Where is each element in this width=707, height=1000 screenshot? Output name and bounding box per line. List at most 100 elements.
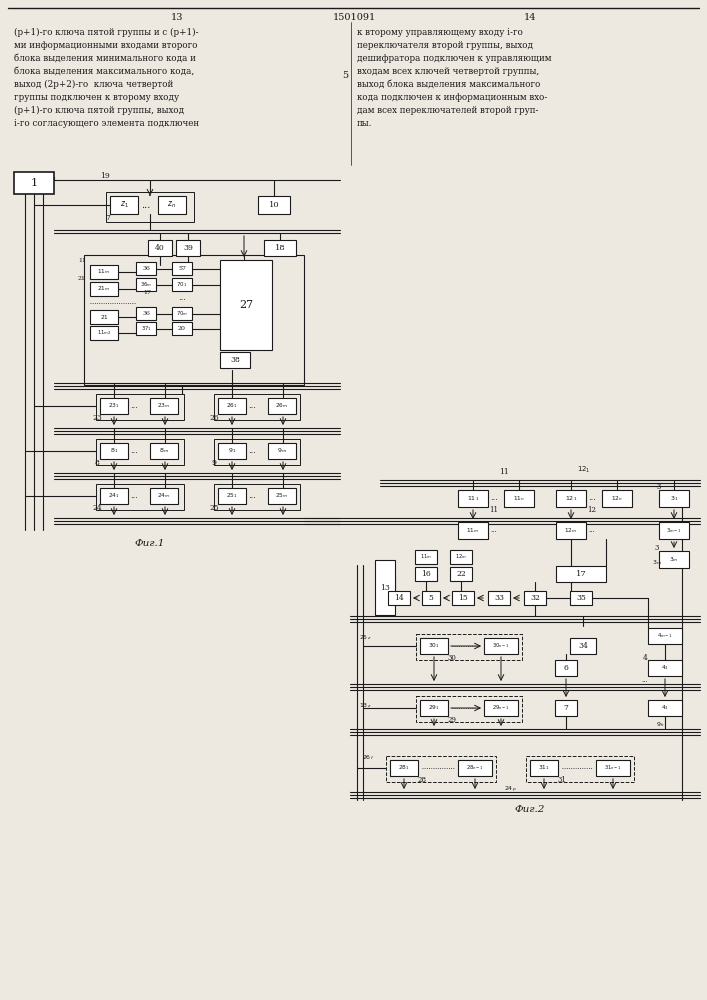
Text: $28_1$: $28_1$ [398,764,410,772]
Text: $26_f$: $26_f$ [362,754,374,762]
Text: ...: ... [490,494,498,502]
Text: $30_1$: $30_1$ [428,642,440,650]
Bar [90,282,118,296]
Bar [14,172,54,194]
Text: $13_z$: $13_z$ [359,702,371,710]
Bar [106,192,194,222]
Text: 11: 11 [489,506,498,514]
Bar [158,196,186,214]
Text: блока выделения минимального кода и: блока выделения минимального кода и [14,54,196,63]
Text: i-го согласующего элемента подключен: i-го согласующего элемента подключен [14,119,199,128]
Bar [268,398,296,414]
Bar [648,700,682,716]
Bar [90,310,118,324]
Bar [420,638,448,654]
Text: 22: 22 [456,570,466,578]
Text: $z_n$: $z_n$ [168,200,177,210]
Text: пы.: пы. [357,119,373,128]
Text: $25_1$: $25_1$ [226,492,238,500]
Text: $4_1$: $4_1$ [661,664,669,672]
Text: переключателя второй группы, выход: переключателя второй группы, выход [357,41,533,50]
Text: $70_1$: $70_1$ [177,280,187,289]
Text: 34: 34 [578,642,588,650]
Bar [264,240,296,256]
Text: $25_z$: $25_z$ [359,634,371,642]
Bar [268,488,296,504]
Bar [100,488,128,504]
Bar [172,262,192,275]
Text: $11_m$: $11_m$ [98,268,110,276]
Bar [420,700,448,716]
Bar [458,760,492,776]
Text: блока выделения максимального кода,: блока выделения максимального кода, [14,67,194,76]
Text: 7: 7 [563,704,568,712]
Text: кода подключен к информационным вхо-: кода подключен к информационным вхо- [357,93,547,102]
Bar [484,700,518,716]
Text: 7: 7 [105,214,110,222]
Text: 17: 17 [575,570,586,578]
Bar [84,255,304,385]
Bar [386,756,496,782]
Text: $3_{m-1}$: $3_{m-1}$ [666,526,682,535]
Text: 24: 24 [92,504,102,512]
Text: 4: 4 [643,654,648,662]
Text: $26_1$: $26_1$ [226,402,238,410]
Text: (р+1)-го ключа пятой группы, выход: (р+1)-го ключа пятой группы, выход [14,106,184,115]
Text: 31: 31 [558,776,566,784]
Text: 33: 33 [494,594,504,602]
Text: $31_{n-1}$: $31_{n-1}$ [604,764,622,772]
Text: $30_{n-1}$: $30_{n-1}$ [492,642,510,650]
Text: 5: 5 [428,594,433,602]
Bar [90,265,118,279]
Text: $12_1$: $12_1$ [565,494,577,503]
Text: $25_m$: $25_m$ [275,492,288,500]
Bar [110,196,138,214]
Text: 9: 9 [211,459,216,467]
Bar [484,638,518,654]
Bar [415,567,437,581]
Bar [659,522,689,539]
Text: ...: ... [248,447,256,455]
Text: к второму управляющему входу i-го: к второму управляющему входу i-го [357,28,523,37]
Bar [570,591,592,605]
Text: $11_1$: $11_1$ [467,494,479,503]
Text: 36: 36 [142,311,150,316]
Text: 13: 13 [380,584,390,591]
Bar [172,307,192,320]
Bar [390,760,418,776]
Text: $23_m$: $23_m$ [158,402,170,410]
Bar [416,696,522,722]
Text: (р+1)-го ключа пятой группы и с (р+1)-: (р+1)-го ключа пятой группы и с (р+1)- [14,28,199,37]
Bar [375,560,395,615]
Text: 17: 17 [143,290,151,296]
Bar [150,398,178,414]
Bar [556,522,586,539]
Text: $9_1$: $9_1$ [228,447,236,455]
Bar [450,550,472,564]
Bar [100,398,128,414]
Bar [555,660,577,676]
Bar [220,260,272,350]
Text: $28_{n-1}$: $28_{n-1}$ [466,764,484,772]
Text: $4_{m-1}$: $4_{m-1}$ [658,632,673,640]
Text: 11: 11 [78,258,86,263]
Bar [172,322,192,335]
Text: 6: 6 [563,664,568,672]
Text: $3_1$: $3_1$ [670,494,678,503]
Text: $24_1$: $24_1$ [108,492,120,500]
Text: 39: 39 [183,244,193,252]
Text: ...: ... [248,402,256,410]
Bar [422,591,440,605]
Text: 29: 29 [448,716,457,724]
Bar [659,490,689,507]
Bar [458,522,488,539]
Bar [556,566,606,582]
Bar [150,443,178,459]
Text: 8: 8 [95,459,100,467]
Text: 3: 3 [657,483,661,491]
Text: $11_n$: $11_n$ [513,494,525,503]
Text: $12_1$: $12_1$ [577,465,591,475]
Text: 30: 30 [448,654,457,662]
Text: 40: 40 [155,244,165,252]
Bar [450,567,472,581]
